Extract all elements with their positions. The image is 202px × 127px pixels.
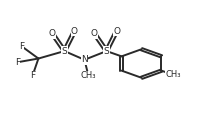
Text: O: O — [113, 27, 119, 36]
Text: F: F — [30, 71, 35, 80]
Text: F: F — [19, 42, 24, 51]
Text: CH₃: CH₃ — [165, 70, 180, 80]
Text: CH₃: CH₃ — [80, 71, 96, 80]
Text: S: S — [61, 47, 67, 56]
Text: N: N — [81, 55, 87, 64]
Text: F: F — [15, 58, 20, 67]
Text: O: O — [49, 29, 56, 38]
Text: O: O — [90, 29, 98, 38]
Text: O: O — [71, 27, 78, 36]
Text: S: S — [103, 47, 109, 56]
